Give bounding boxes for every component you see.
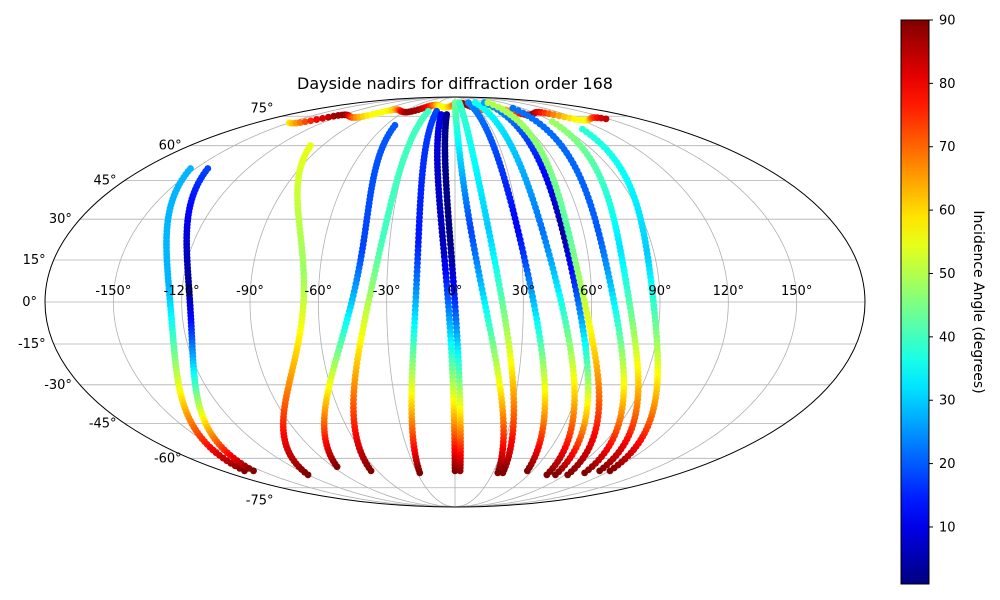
nadir-points bbox=[163, 99, 662, 479]
nadir-point bbox=[250, 467, 257, 475]
colorbar: 10 20 30 40 50 60 70 80 90 Incidence Angle (degr… bbox=[900, 14, 986, 585]
colorbar-tick-label: 50 bbox=[939, 267, 956, 282]
longitude-tick-label: -150° bbox=[95, 284, 131, 299]
longitude-tick-label: -30° bbox=[373, 284, 401, 299]
nadir-point bbox=[367, 467, 375, 475]
colorbar-tick-label: 90 bbox=[939, 14, 956, 29]
nadir-point bbox=[509, 104, 517, 112]
meridian-line bbox=[454, 97, 661, 507]
colorbar-tick-label: 70 bbox=[939, 140, 956, 155]
colorbar-tick-label: 40 bbox=[939, 330, 956, 345]
nadir-point bbox=[543, 471, 551, 479]
latitude-tick-label: 60° bbox=[159, 139, 182, 154]
longitude-tick-label: -90° bbox=[236, 284, 264, 299]
nadir-point bbox=[499, 469, 507, 477]
longitude-tick-labels: -150° -120° -90° -60° -30° 0° 30° 60° 90° 120° 150… bbox=[95, 284, 812, 299]
longitude-tick-label: -60° bbox=[304, 284, 332, 299]
nadir-point bbox=[484, 99, 492, 107]
latitude-tick-labels: -75° -60° -45° -30° -15° 0° 15° 30° 45° 60° 75° bbox=[18, 101, 274, 508]
nadir-point bbox=[333, 463, 341, 471]
nadir-point bbox=[555, 112, 563, 120]
latitude-tick-label: 15° bbox=[23, 253, 46, 268]
nadir-point bbox=[602, 115, 610, 123]
latitude-tick-label: -45° bbox=[89, 416, 117, 431]
longitude-tick-label: 150° bbox=[781, 284, 812, 299]
colorbar-tick-label: 30 bbox=[939, 394, 956, 409]
nadir-point bbox=[606, 467, 614, 475]
longitude-tick-label: 60° bbox=[580, 284, 603, 299]
meridian-line bbox=[454, 97, 798, 507]
nadir-point bbox=[596, 467, 604, 475]
nadir-point bbox=[561, 113, 568, 121]
nadir-point bbox=[494, 469, 502, 477]
latitude-tick-label: -60° bbox=[154, 451, 182, 466]
latitude-tick-label: 75° bbox=[250, 101, 273, 116]
latitude-tick-label: -75° bbox=[246, 494, 274, 509]
nadir-point bbox=[307, 117, 315, 125]
latitude-tick-label: 0° bbox=[22, 295, 37, 310]
latitude-tick-label: -15° bbox=[18, 337, 46, 352]
nadir-point bbox=[523, 467, 531, 475]
colorbar-tick-label: 20 bbox=[939, 457, 956, 472]
nadir-point bbox=[550, 111, 558, 119]
nadir-point bbox=[313, 116, 320, 123]
longitude-tick-label: -120° bbox=[164, 284, 200, 299]
nadir-point bbox=[564, 471, 572, 479]
latitude-tick-label: -30° bbox=[44, 378, 72, 393]
latitude-tick-label: 30° bbox=[49, 212, 72, 227]
nadir-point bbox=[319, 114, 327, 122]
mollweide-map: -150° -120° -90° -60° -30° 0° 30° 60° 90° 120° 150… bbox=[18, 96, 866, 509]
colorbar-tick-label: 10 bbox=[939, 520, 956, 535]
meridian-line bbox=[454, 97, 593, 507]
colorbar-ticks: 10 20 30 40 50 60 70 80 90 bbox=[929, 14, 956, 535]
nadir-point bbox=[301, 118, 309, 126]
nadir-point bbox=[451, 467, 459, 475]
meridian-line bbox=[454, 97, 729, 507]
map-boundary bbox=[44, 96, 866, 508]
longitude-tick-label: 30° bbox=[512, 284, 535, 299]
nadir-point bbox=[325, 113, 332, 121]
longitude-tick-label: 0° bbox=[448, 284, 463, 299]
colorbar-tick-label: 80 bbox=[939, 77, 956, 92]
nadir-point bbox=[416, 469, 424, 477]
longitude-tick-label: 120° bbox=[713, 284, 744, 299]
nadir-point bbox=[304, 471, 312, 479]
nadir-point bbox=[552, 471, 559, 479]
colorbar-tick-label: 60 bbox=[939, 204, 956, 219]
meridian-line bbox=[249, 97, 456, 507]
nadir-point bbox=[456, 467, 464, 475]
latitude-tick-label: 45° bbox=[94, 174, 117, 189]
nadir-point bbox=[581, 469, 589, 477]
meridian-line bbox=[181, 97, 456, 507]
colorbar-gradient bbox=[900, 19, 930, 585]
colorbar-label: Incidence Angle (degrees) bbox=[970, 210, 986, 393]
longitude-tick-label: 90° bbox=[648, 284, 671, 299]
chart-title: Dayside nadirs for diffraction order 168 bbox=[297, 74, 613, 93]
